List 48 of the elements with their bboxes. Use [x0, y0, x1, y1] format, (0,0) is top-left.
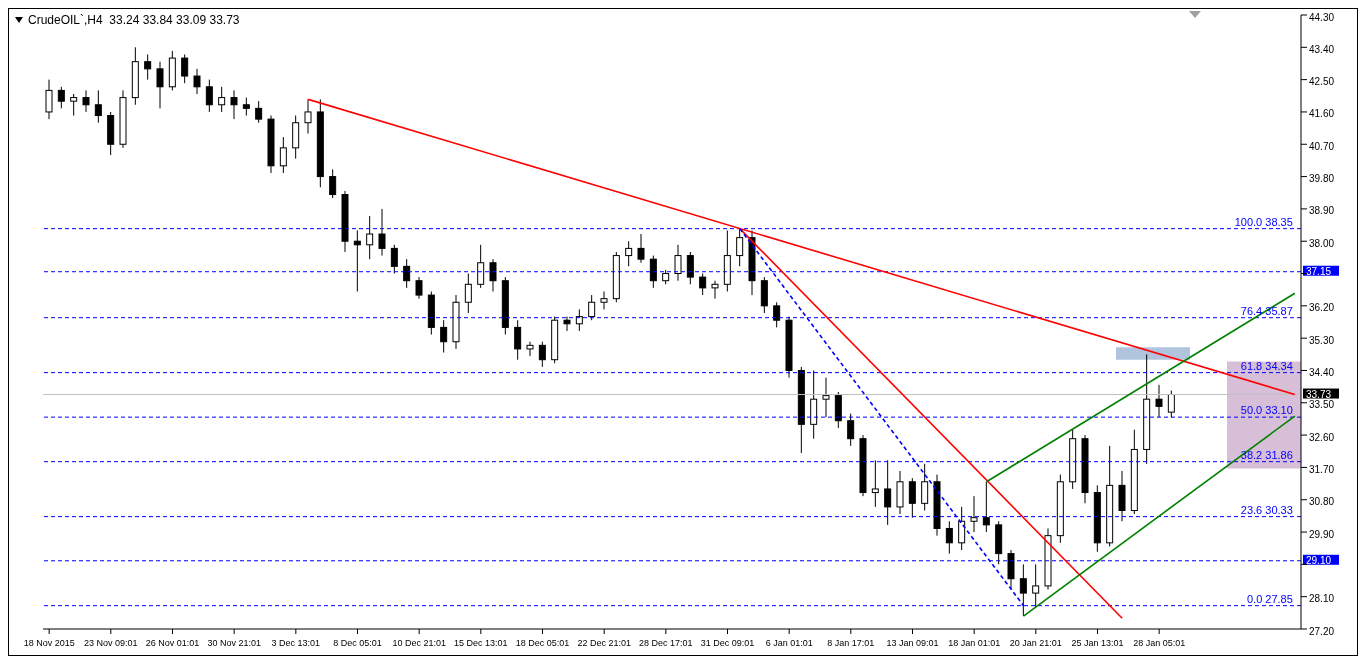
x-tick-label: 10 Dec 21:01 — [392, 638, 446, 648]
x-tick-label: 31 Dec 09:01 — [700, 638, 755, 648]
y-tick-label: 32.60 — [1309, 431, 1335, 443]
x-tick-label: 15 Dec 13:01 — [454, 638, 508, 648]
x-tick-label: 22 Dec 21:01 — [577, 638, 631, 648]
x-tick-label: 8 Jan 17:01 — [827, 638, 875, 648]
y-tick-label: 30.80 — [1309, 496, 1335, 508]
y-tick-label: 29.90 — [1309, 528, 1335, 540]
ref-line-label: 29.10 — [1306, 554, 1332, 566]
y-tick-label: 44.30 — [1309, 11, 1335, 23]
x-tick-label: 18 Dec 05:01 — [515, 638, 570, 648]
y-tick-label: 39.80 — [1309, 173, 1335, 185]
x-tick-label: 13 Jan 09:01 — [886, 638, 939, 648]
annotation: 0.0 27.85 — [1246, 592, 1293, 605]
x-tick-label: 23 Nov 09:01 — [84, 638, 138, 648]
y-tick-label: 36.20 — [1309, 302, 1335, 314]
x-tick-label: 28 Jan 05:01 — [1133, 638, 1186, 648]
x-tick-label: 28 Dec 17:01 — [639, 638, 693, 648]
y-tick-label: 42.50 — [1309, 76, 1335, 88]
x-tick-label: 20 Jan 21:01 — [1009, 638, 1062, 648]
y-tick-label: 33.50 — [1309, 399, 1335, 411]
x-tick-label: 30 Nov 21:01 — [207, 638, 261, 648]
y-tick-label: 34.40 — [1309, 367, 1335, 379]
y-tick-label: 28.10 — [1309, 593, 1335, 605]
x-tick-label: 25 Jan 13:01 — [1071, 638, 1124, 648]
x-tick-label: 8 Dec 05:01 — [333, 638, 382, 648]
annotation: 50.0 33.10 — [1240, 404, 1293, 417]
y-tick-label: 38.00 — [1309, 237, 1335, 249]
ref-line-label: 37.15 — [1306, 265, 1332, 277]
y-tick-label: 35.30 — [1309, 334, 1335, 346]
annotation: 76.4 35.87 — [1240, 304, 1293, 317]
x-tick-label: 18 Jan 01:01 — [948, 638, 1001, 648]
ref-line-label: 33.73 — [1306, 388, 1332, 400]
y-tick-label: 38.90 — [1309, 205, 1335, 217]
y-tick-label: 40.70 — [1309, 140, 1335, 152]
x-tick-label: 18 Nov 2015 — [23, 638, 75, 648]
y-tick-label: 31.70 — [1309, 463, 1335, 475]
y-tick-label: 27.20 — [1309, 625, 1335, 637]
x-tick-label: 3 Dec 13:01 — [271, 638, 321, 648]
annotation: 100.0 38.35 — [1234, 215, 1293, 228]
chart-title: CrudeOIL`,H4 33.24 33.84 33.09 33.73 — [28, 13, 240, 27]
x-tick-label: 6 Jan 01:01 — [765, 638, 813, 648]
x-tick-label: 26 Nov 01:01 — [145, 638, 200, 648]
y-tick-label: 41.60 — [1309, 108, 1335, 120]
y-tick-label: 43.40 — [1309, 43, 1335, 55]
annotation: 23.6 30.33 — [1240, 503, 1293, 516]
annotation: 38.2 31.86 — [1240, 448, 1293, 461]
annotation: 61.8 34.34 — [1240, 359, 1293, 372]
